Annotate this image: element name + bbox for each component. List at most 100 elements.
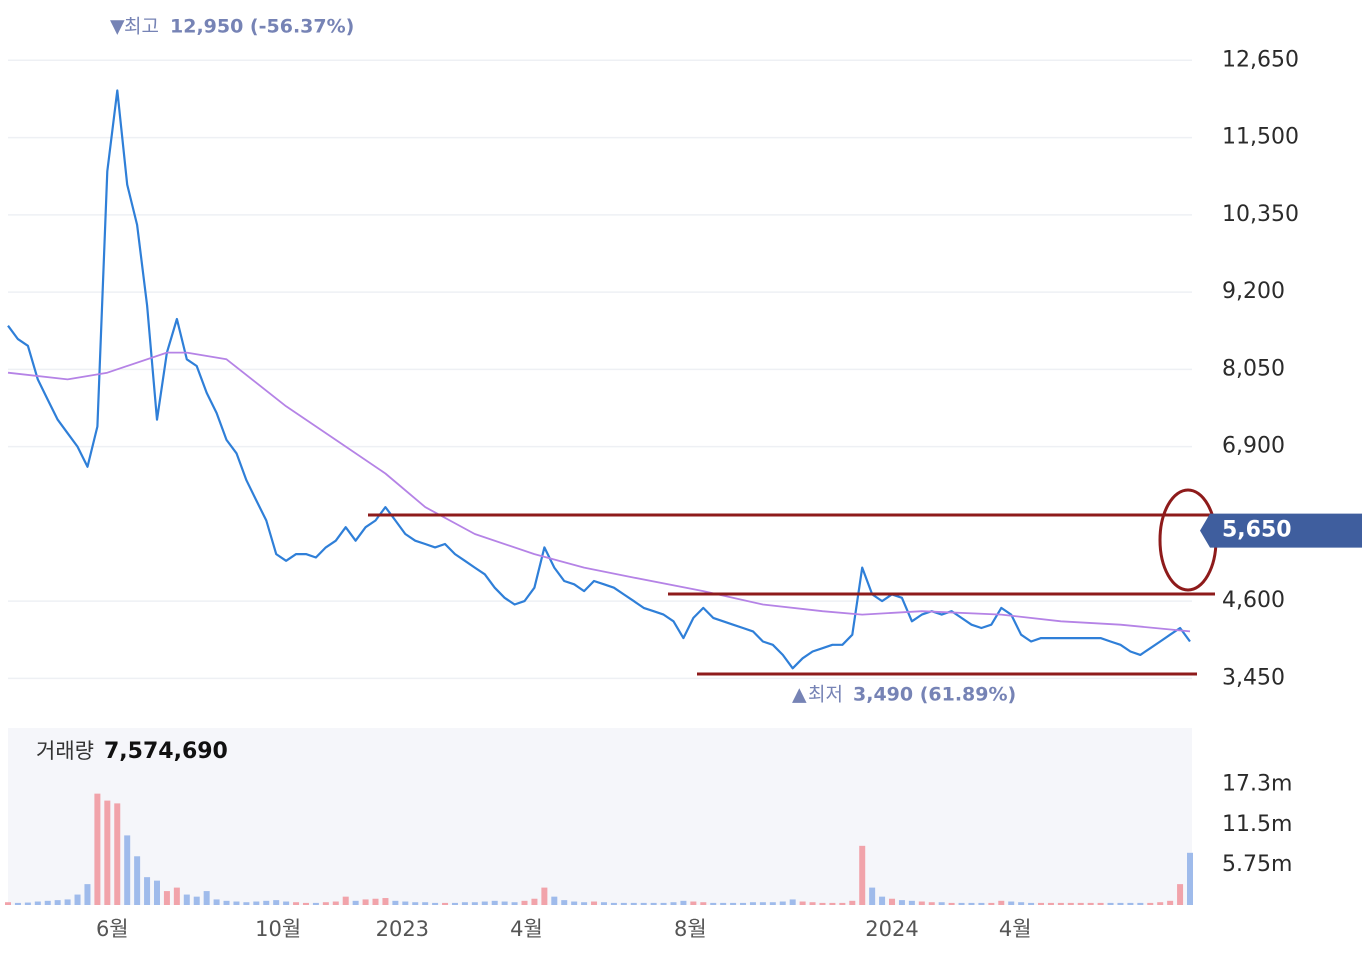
volume-bar [581,902,588,905]
volume-bar [263,900,270,905]
volume-bar [124,835,131,905]
volume-bar [193,896,200,905]
volume-bar [938,902,945,905]
volume-bar [779,901,786,905]
volume-bar [660,902,667,905]
y-tick-label: 8,050 [1222,356,1285,381]
volume-bar [34,901,41,905]
volume-bar [24,902,31,905]
volume-bar [442,902,449,905]
volume-bar [829,902,836,905]
volume-bar [1137,902,1144,905]
volume-bar [551,896,558,905]
volume-bar [1077,902,1084,905]
volume-bar [422,902,429,905]
volume-bar [531,898,538,905]
price-line [7,89,1191,670]
volume-bar [859,845,866,905]
volume-bar [392,900,399,905]
volume-bar [173,887,180,905]
volume-title: 거래량 [36,739,94,763]
x-tick-label: 2024 [865,917,918,941]
y-tick-label: 9,200 [1222,279,1285,304]
volume-bar [1047,902,1054,905]
y-tick-label: 12,650 [1222,47,1299,72]
volume-bar [1038,902,1045,905]
x-tick-label: 6월 [96,917,129,941]
current-price-label: 5,650 [1222,518,1292,543]
volume-bar [84,884,91,905]
volume-bar [253,901,260,905]
volume-bar [14,902,21,905]
volume-bar [1018,902,1025,905]
volume-bar [412,902,419,905]
volume-bar [720,902,727,905]
volume-bar [302,902,309,905]
volume-bar [749,902,756,905]
volume-bar [273,900,280,905]
x-tick-label: 4월 [510,917,543,941]
volume-bar [849,900,856,905]
y-tick-label: 6,900 [1222,434,1285,459]
volume-bar [1167,900,1174,905]
grid [8,59,1192,680]
volume-bar [650,902,657,905]
volume-bar [839,902,846,905]
volume-bar [968,902,975,905]
marks [5,89,1193,905]
volume-bar [1087,902,1094,905]
volume-bar [114,803,121,905]
volume-bar [521,900,528,905]
volume-bar [928,902,935,905]
high-value: 12,950 (-56.37%) [170,16,354,38]
y-tick-label: 11,500 [1222,125,1299,150]
volume-bar [213,899,220,905]
volume-bar [591,901,598,905]
volume-bar [819,902,826,905]
volume-bar [5,902,11,905]
volume-bar [163,891,170,905]
volume-bar [998,900,1005,905]
volume-bar [1067,902,1074,905]
volume-bar [978,902,985,905]
volume-bar [223,900,230,905]
volume-tick-label: 11.5m [1222,812,1292,837]
y-tick-label: 4,600 [1222,588,1285,613]
volume-bar [183,894,190,905]
volume-bar [501,901,508,905]
volume-bar [312,902,319,905]
x-tick-label: 2023 [376,917,429,941]
volume-bar [322,902,329,905]
volume-bar [461,902,468,905]
low-value: 3,490 (61.89%) [853,684,1016,706]
volume-bar [1097,902,1104,905]
volume-bar [710,902,717,905]
volume-bar [342,896,349,905]
volume-tick-label: 5.75m [1222,852,1292,877]
low-label: 최저 [808,684,843,706]
volume-bar [799,901,806,905]
volume-bar [372,898,379,905]
volume-bar [134,856,141,905]
volume-bar [64,899,71,905]
current-price-tag [1200,513,1362,548]
y-tick-label: 3,450 [1222,665,1285,690]
volume-bar [1117,902,1124,905]
volume-bar [1177,884,1184,905]
low-arrow: ▲ [792,684,807,706]
volume-bar [382,898,389,905]
volume-bar [491,900,498,905]
high-arrow: ▼ [110,16,125,38]
volume-bar [690,901,697,905]
volume-bar [670,902,677,905]
volume-bar [153,880,160,905]
volume-bar [809,902,816,905]
volume-bar [1187,852,1193,905]
volume-bar [740,902,747,905]
volume-bar [889,898,896,905]
volume-bar [948,902,955,905]
volume-tick-label: 17.3m [1222,772,1292,797]
volume-bar [571,901,578,905]
volume-bar [471,902,478,905]
